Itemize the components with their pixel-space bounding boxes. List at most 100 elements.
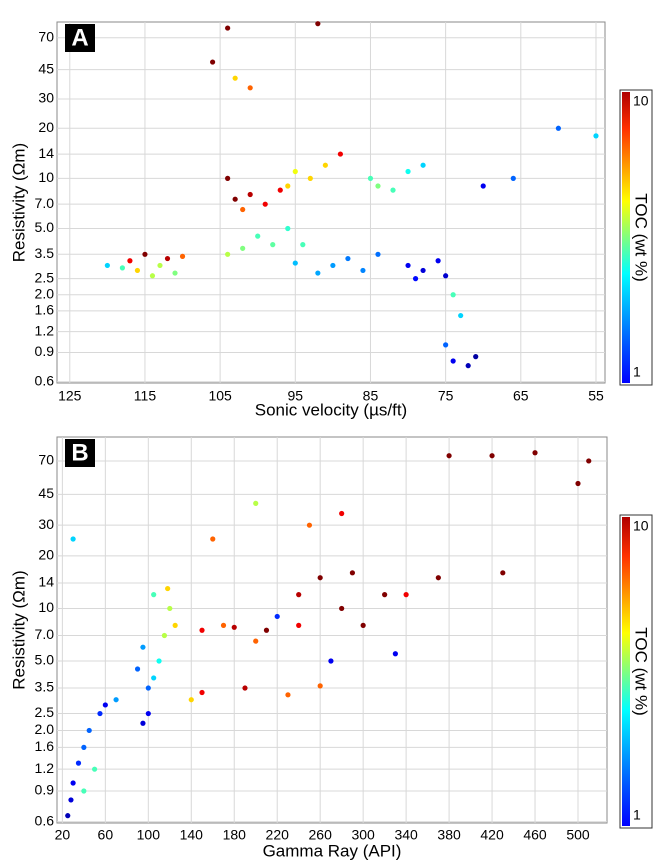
x-tick-label: 65 <box>513 388 529 404</box>
y-tick-label: 1.6 <box>35 302 55 318</box>
data-point <box>575 480 581 487</box>
data-point <box>142 251 148 257</box>
y-tick-label: 70 <box>38 28 54 44</box>
data-point <box>151 592 157 598</box>
data-point <box>263 627 270 633</box>
data-point <box>360 622 366 628</box>
data-point <box>315 270 321 276</box>
y-tick-label: 45 <box>38 60 54 76</box>
data-point <box>210 59 216 65</box>
data-point <box>262 201 268 207</box>
data-point <box>292 168 298 175</box>
colorbar <box>622 92 630 383</box>
x-tick-label: 105 <box>208 388 232 404</box>
data-point <box>113 697 119 703</box>
x-tick-label: 340 <box>394 827 418 843</box>
data-point <box>328 658 334 664</box>
data-point <box>179 253 186 259</box>
y-tick-label: 3.5 <box>35 679 55 695</box>
colorbar-tick-label: 1 <box>633 364 641 380</box>
data-point <box>510 175 516 181</box>
data-point <box>489 453 495 459</box>
data-point <box>285 183 291 189</box>
y-tick-label: 14 <box>38 145 54 161</box>
y-tick-label: 0.6 <box>35 812 55 828</box>
data-point <box>330 262 336 269</box>
plot-area <box>56 21 606 384</box>
y-tick-label: 0.9 <box>35 782 55 798</box>
y-tick-label: 2.0 <box>35 721 55 737</box>
x-tick-label: 60 <box>98 827 114 843</box>
data-point <box>134 666 141 672</box>
data-point <box>253 638 259 644</box>
data-point <box>225 251 231 257</box>
data-point <box>145 685 151 691</box>
data-point <box>412 276 419 282</box>
data-point <box>465 363 471 369</box>
data-point <box>300 242 306 248</box>
data-point <box>367 175 374 181</box>
data-point <box>156 658 162 664</box>
x-tick-label: 125 <box>58 388 82 404</box>
data-point <box>317 575 323 581</box>
data-point <box>75 760 82 766</box>
y-tick-label: 14 <box>38 574 54 590</box>
data-point <box>345 255 351 262</box>
data-point <box>443 342 449 348</box>
data-point <box>172 622 178 628</box>
x-tick-label: 20 <box>55 827 71 843</box>
data-point <box>296 622 302 628</box>
x-tick-label: 75 <box>438 388 454 404</box>
data-point <box>253 500 259 506</box>
data-point <box>140 720 146 726</box>
x-tick-label: 55 <box>588 388 604 404</box>
data-point <box>315 21 321 27</box>
data-point <box>532 450 538 456</box>
data-point <box>225 25 231 31</box>
data-point <box>240 245 246 251</box>
data-point <box>349 570 356 576</box>
data-point <box>593 133 599 139</box>
data-point <box>70 536 76 542</box>
data-point <box>247 85 253 91</box>
x-tick-label: 500 <box>566 827 590 843</box>
data-point <box>274 613 280 620</box>
y-tick-label: 1.2 <box>35 760 55 776</box>
data-point <box>458 312 464 319</box>
y-tick-label: 20 <box>38 547 54 563</box>
x-tick-label: 85 <box>363 388 379 404</box>
x-tick-label: 115 <box>134 388 157 404</box>
data-point <box>270 242 276 248</box>
panel-label: A <box>71 24 88 51</box>
data-point <box>240 206 246 213</box>
y-tick-label: 7.0 <box>35 195 55 211</box>
data-point <box>247 191 253 198</box>
colorbar <box>622 517 630 826</box>
y-tick-label: 45 <box>38 485 54 501</box>
x-tick-label: 95 <box>288 388 304 404</box>
data-point <box>86 727 92 734</box>
x-tick-label: 380 <box>437 827 461 843</box>
x-axis-title: Gamma Ray (API) <box>263 841 402 860</box>
panel-label-bg <box>65 439 95 467</box>
data-point <box>157 262 163 269</box>
data-point <box>322 162 328 168</box>
data-point <box>151 675 157 681</box>
y-tick-label: 1.2 <box>35 322 55 338</box>
data-point <box>586 458 592 464</box>
x-tick-label: 260 <box>309 827 333 843</box>
data-point <box>296 592 302 598</box>
x-tick-label: 220 <box>266 827 290 843</box>
y-tick-label: 2.0 <box>35 285 55 301</box>
colorbar-title: TOC (wt %) <box>632 193 651 281</box>
y-tick-label: 30 <box>38 90 54 106</box>
data-point <box>339 510 345 517</box>
y-axis-title: Resistivity (Ωm) <box>9 570 28 689</box>
data-point <box>360 267 366 274</box>
data-point <box>91 766 98 772</box>
x-tick-label: 140 <box>180 827 204 843</box>
data-point <box>435 258 441 264</box>
data-point <box>165 585 171 592</box>
data-point <box>317 683 323 689</box>
